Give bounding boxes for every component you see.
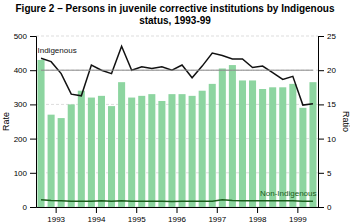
bar [239,80,246,207]
y2-axis: 0 5 10 15 20 25 [318,32,336,212]
bar [249,80,256,207]
tick-mark [30,70,36,71]
tick-mark [30,36,36,37]
tick-label: 1997 [208,215,226,223]
tick-mark [318,173,324,174]
bar-series [38,60,317,207]
tick-mark [30,104,36,105]
line [41,46,313,105]
tick-label: 1999 [289,215,307,223]
tick: 1995 [128,207,146,223]
tick-mark [217,207,218,213]
tick-mark [257,207,258,213]
axis-title: Rate [1,112,11,131]
bar [158,101,165,207]
tick: 200 [14,135,36,144]
bar [58,118,65,207]
tick-label: 200 [14,135,28,144]
tick-label: 400 [14,66,28,75]
bar [48,115,55,207]
bar [118,82,125,207]
tick: 15 [318,100,336,109]
tick: 10 [318,135,336,144]
title: Figure 2 – Persons in juvenile correctiv… [16,3,335,26]
bar [148,94,155,207]
bar [199,91,206,207]
tick-mark [96,207,97,213]
tick-mark [318,207,324,208]
tick: 20 [318,66,336,75]
tick-label: 1998 [249,215,267,223]
bar [78,91,85,207]
tick: 1994 [88,207,106,223]
tick: 500 [14,32,36,41]
tick-label: 0 [23,203,28,212]
tick: 5 [318,169,332,178]
tick: 400 [14,66,36,75]
tick-mark [56,207,57,213]
axis-title: Ratio [341,111,350,132]
axis-line [30,37,37,208]
line-label: Non-Indigenous [260,189,316,198]
bar [68,104,75,207]
bar [138,96,145,207]
tick-label: 10 [327,135,336,144]
y-axis: 0 100 200 300 400 500 [14,32,37,212]
line [41,70,313,71]
bar [209,84,216,207]
tick-mark [297,207,298,213]
tick-mark [30,139,36,140]
tick: 25 [318,32,336,41]
bar [108,106,115,207]
tick-mark [177,207,178,213]
tick-mark [318,139,324,140]
tick-label: 1995 [128,215,146,223]
bar [98,96,105,207]
tick: 1998 [249,207,267,223]
tick-mark [318,36,324,37]
tick-label: 20 [327,66,336,75]
tick: 1997 [208,207,226,223]
grid [36,36,318,207]
tick: 0 [318,203,332,212]
tick-mark [318,70,324,71]
bar [219,68,226,207]
bar [168,94,175,207]
bar [88,98,95,207]
plot-area [38,46,317,207]
line-label: Indigenous [38,46,77,55]
bar [179,94,186,207]
bar [38,60,45,207]
tick: 100 [14,169,36,178]
tick-mark [318,104,324,105]
tick-label: 0 [327,203,332,212]
tick-label: 1994 [88,215,106,223]
tick: 0 [23,203,36,212]
tick-label: 5 [327,169,332,178]
tick-label: 1993 [47,215,65,223]
tick-label: 25 [327,32,336,41]
tick-label: 500 [14,32,28,41]
bar [189,96,196,207]
line [41,200,313,202]
bar [128,98,135,207]
axis-line [319,37,325,208]
chart: Figure 2 – Persons in juvenile correctiv… [0,0,350,223]
tick-label: 300 [14,100,28,109]
tick-label: 100 [14,169,28,178]
x-axis: 1993 1994 1995 1996 1997 1998 1999 [37,207,319,223]
bar [229,65,236,207]
grid-line [36,70,318,71]
tick-mark [136,207,137,213]
tick-label: 1996 [168,215,186,223]
tick: 300 [14,100,36,109]
tick-mark [30,207,36,208]
tick: 1993 [47,207,65,223]
grid-line [36,36,318,37]
tick-label: 15 [327,100,336,109]
tick: 1996 [168,207,186,223]
tick: 1999 [289,207,307,223]
tick-mark [30,173,36,174]
